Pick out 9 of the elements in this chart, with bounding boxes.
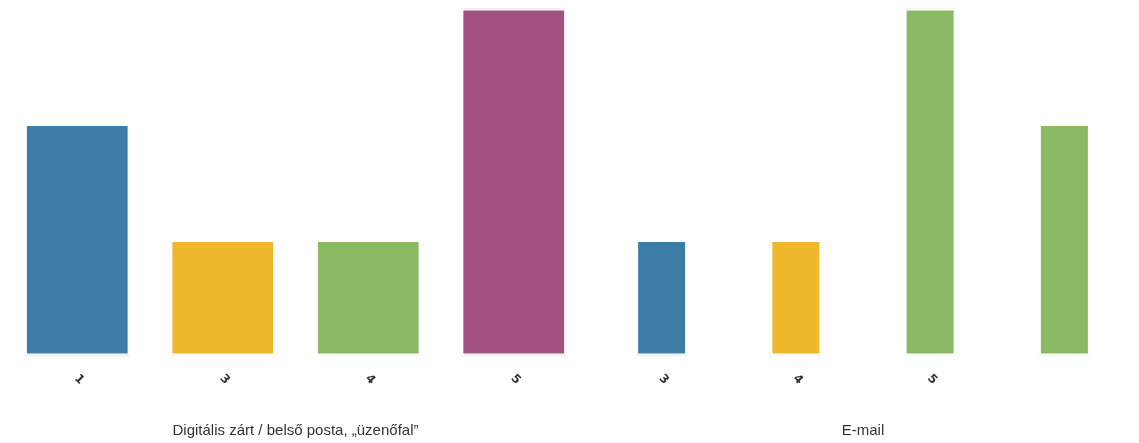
x-tick-label: 5 xyxy=(508,370,525,387)
x-axis-title: Digitális zárt / belső posta, „üzenőfal” xyxy=(172,420,419,438)
x-tick-label: 5 xyxy=(924,370,941,387)
x-tick-label: 3 xyxy=(656,370,673,387)
x-axis-title: E-mail xyxy=(841,420,885,438)
x-tick-label: 3 xyxy=(217,370,234,387)
x-tick-label: 4 xyxy=(362,370,379,387)
x-tick-label: 1 xyxy=(71,370,88,387)
x-tick-label: 4 xyxy=(790,370,807,387)
